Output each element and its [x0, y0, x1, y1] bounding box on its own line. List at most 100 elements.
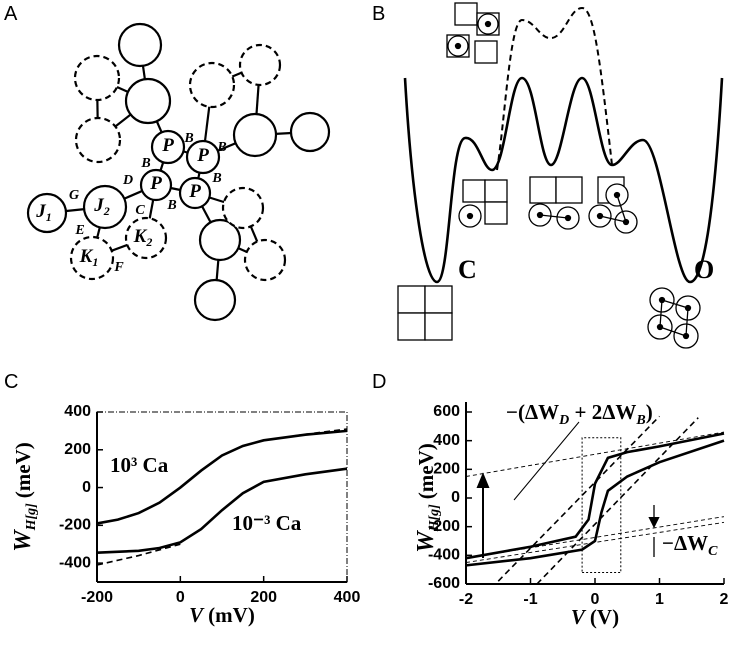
- node-label-sub: 1: [92, 255, 98, 269]
- node-label: K1: [79, 246, 99, 268]
- node-label-sub: 2: [145, 235, 152, 249]
- annotation-part: −(ΔW: [506, 400, 559, 424]
- node-label: K2: [133, 226, 153, 248]
- y-axis-label: WH[g] (meV): [10, 442, 39, 552]
- x-tick-label: 0: [176, 589, 185, 606]
- x-axis-unit: (V): [590, 605, 619, 629]
- series-line: [96, 429, 348, 525]
- x-tick-label: 400: [334, 589, 361, 606]
- y-tick-label: 0: [82, 479, 91, 496]
- series-line: [497, 415, 661, 582]
- x-tick-label: -2: [459, 591, 473, 608]
- annotation-part: D: [558, 413, 569, 428]
- y-tick-label: 600: [433, 403, 460, 420]
- annotation-part: + 2ΔW: [569, 400, 636, 424]
- y-axis-unit: (meV): [11, 442, 35, 498]
- node-label: J2: [93, 195, 110, 217]
- node-label: P: [149, 173, 162, 194]
- panel-label: A: [4, 3, 18, 25]
- energy-curve: [403, 76, 724, 284]
- edge-label: B: [216, 140, 226, 155]
- y-axis-label: WH[g] (meV): [413, 443, 442, 553]
- annotation: −(ΔWD + 2ΔWB): [506, 400, 653, 428]
- edge-label: C: [135, 203, 145, 218]
- state-icons: [397, 2, 701, 349]
- y-axis-symbol: W: [10, 529, 36, 552]
- node-label-main: P: [196, 145, 209, 166]
- y-tick-label: -200: [428, 518, 460, 535]
- edge-label: B: [140, 156, 150, 171]
- energy-barrier: [496, 6, 613, 171]
- series-line: [96, 543, 181, 566]
- y-tick-label: -400: [428, 547, 460, 564]
- y-tick-label: -400: [59, 554, 91, 571]
- edge-label: B: [166, 198, 176, 213]
- y-axis-sub: H[g]: [427, 504, 442, 533]
- x-tick-label: -1: [523, 591, 537, 608]
- node-label: J1: [35, 201, 52, 223]
- y-tick-label: 400: [433, 432, 460, 449]
- x-tick-label: 2: [720, 591, 729, 608]
- y-tick-label: 400: [64, 403, 91, 420]
- series-line: [284, 428, 348, 439]
- edge-label: B: [183, 131, 193, 146]
- annotation: −ΔWC: [662, 531, 718, 559]
- state-label: C: [458, 255, 477, 284]
- edge-label: E: [74, 223, 84, 238]
- x-tick-label: 1: [655, 591, 664, 608]
- y-tick-label: 0: [451, 489, 460, 506]
- series-line: [581, 437, 622, 574]
- node-label-sub: 2: [103, 204, 110, 218]
- x-axis-label: V (V): [571, 605, 619, 629]
- node-label-main: J: [35, 201, 46, 222]
- edge-label: B: [211, 171, 221, 186]
- panel-label: D: [372, 371, 386, 393]
- node-label: P: [196, 145, 209, 166]
- network-nodes: [26, 22, 331, 322]
- x-tick-label: -200: [81, 589, 113, 606]
- series-line: [465, 439, 725, 567]
- node-label-main: P: [149, 173, 162, 194]
- node-label: P: [188, 181, 201, 202]
- node-label-main: J: [93, 195, 104, 216]
- annotation-part: −ΔW: [662, 531, 708, 555]
- plot-frame: [96, 411, 348, 583]
- x-axis-label: V (mV): [189, 603, 255, 627]
- annotation-part: 10³ Ca: [110, 453, 169, 477]
- series-line: [536, 417, 699, 585]
- node-label-main: P: [161, 135, 174, 156]
- state-label: O: [694, 255, 714, 284]
- annotation: 10³ Ca: [110, 453, 169, 477]
- x-axis-symbol: V: [571, 605, 587, 629]
- annotation: 10⁻³ Ca: [232, 511, 302, 535]
- x-axis-symbol: V: [189, 603, 205, 627]
- edge-label: D: [122, 173, 133, 188]
- series-line: [465, 516, 725, 559]
- y-tick-label: -200: [59, 517, 91, 534]
- node-label: P: [161, 135, 174, 156]
- node-label-main: K: [133, 226, 148, 247]
- node-label-main: K: [79, 246, 94, 267]
- y-tick-label: 200: [64, 441, 91, 458]
- annotation-part: B: [635, 413, 645, 428]
- x-tick-label: 200: [250, 589, 277, 606]
- y-tick-label: -600: [428, 575, 460, 592]
- series-line: [465, 521, 725, 563]
- x-axis-unit: (mV): [208, 603, 255, 627]
- annotation-part: 10⁻³ Ca: [232, 511, 302, 535]
- edge-label: G: [69, 188, 79, 203]
- edge-label: F: [113, 260, 124, 275]
- node-label-main: P: [188, 181, 201, 202]
- annotation-part: C: [708, 544, 718, 559]
- y-axis-symbol: W: [413, 530, 439, 553]
- x-tick-label: 0: [591, 591, 600, 608]
- series-line: [96, 467, 348, 555]
- y-axis-sub: H[g]: [24, 503, 39, 532]
- panel-label: C: [4, 371, 18, 393]
- node-label-sub: 1: [46, 210, 52, 224]
- series-line: [465, 432, 725, 560]
- series-line: [465, 431, 725, 477]
- annotation-arrows: [476, 421, 660, 558]
- annotation-part: ): [646, 400, 653, 424]
